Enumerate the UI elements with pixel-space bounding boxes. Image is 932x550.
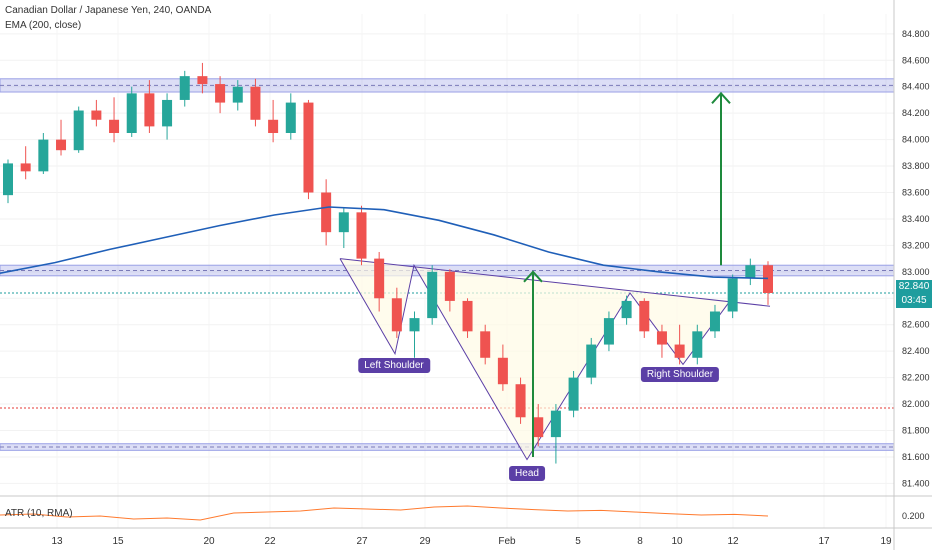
candle-body [3,163,13,196]
x-tick-label: 17 [818,536,830,547]
y-tick-label: 84.200 [902,108,930,118]
candle-body [285,102,296,133]
candle-body [162,99,173,127]
y-tick-label: 82.000 [902,399,930,409]
atr-axis-label: 0.200 [902,511,925,521]
y-tick-label: 84.000 [902,135,930,145]
y-tick-label: 81.400 [902,478,930,488]
candle-body [374,258,385,299]
y-tick-label: 82.200 [902,373,930,383]
candle-body [356,212,367,259]
y-tick-label: 84.600 [902,55,930,65]
atr-pane: 0.200 [0,505,925,521]
neckline [339,258,771,307]
candle-body [215,84,226,103]
candle-body [674,344,685,358]
head-height-arrow-head [523,270,543,283]
pattern-outline [339,258,731,461]
chart-title: Canadian Dollar / Japanese Yen, 240, OAN… [5,5,212,16]
head-and-shoulders-pattern [339,258,771,461]
candle-body [409,318,420,332]
y-tick-label: 84.400 [902,82,930,92]
candle-body [656,331,667,345]
x-tick-label: 10 [671,536,683,547]
candle-body [727,278,738,312]
candle-body [338,212,349,233]
candle-body [38,139,49,172]
candle-body [444,271,455,301]
candle-body [56,139,67,151]
y-tick-label: 81.600 [902,452,930,462]
candle-body [550,410,561,438]
target-arrow-head [711,91,731,105]
x-tick-label: 27 [356,536,368,547]
x-tick-label: Feb [498,536,516,547]
last-price-tag: 82.840 [896,280,932,294]
candle-body [709,311,720,332]
candle-body [126,93,137,133]
candle-body [603,318,614,345]
y-tick-label: 83.000 [902,267,930,277]
candle-body [745,265,756,279]
x-tick-label: 5 [575,536,581,547]
x-tick-label: 8 [637,536,643,547]
candle-body [586,344,597,378]
atr-legend: ATR (10, RMA) [5,508,73,519]
right-shoulder-label: Right Shoulder [640,367,720,382]
candle-body [232,86,243,103]
y-tick-label: 83.200 [902,240,930,250]
ema-200-line [0,206,769,280]
x-tick-label: 20 [203,536,215,547]
pattern-fill [340,258,730,460]
candle-body [515,384,526,418]
y-tick-label: 82.400 [902,346,930,356]
x-tick-label: 15 [112,536,124,547]
x-tick-label: 19 [880,536,892,547]
y-tick-label: 84.800 [902,29,930,39]
candle-body [639,300,650,332]
x-tick-label: 13 [51,536,63,547]
candle-body [763,265,773,293]
price-levels [0,292,894,409]
candle-body [692,331,703,358]
x-tick-label: 12 [727,536,739,547]
y-tick-label: 83.600 [902,188,930,198]
candle-body [144,93,155,127]
left-shoulder-label: Left Shoulder [358,358,430,373]
candle-body [621,300,632,319]
countdown-tag: 03:45 [896,294,932,308]
candle-body [533,417,544,438]
candle-body [321,192,332,233]
head-label: Head [509,466,545,481]
candle-body [568,377,579,411]
y-tick-label: 81.800 [902,426,930,436]
candle-body [250,86,261,120]
target-arrows [523,91,731,457]
candle-body [462,300,473,332]
candle-body [427,271,438,319]
candle-body [391,298,402,332]
candle-body [497,357,508,385]
candle-body [480,331,491,358]
y-tick-label: 83.400 [902,214,930,224]
atr-line [0,505,769,521]
candle-body [91,110,102,120]
candle-body [303,102,314,193]
candle-body [20,163,31,172]
y-tick-label: 82.600 [902,320,930,330]
horizontal-zones [0,78,895,451]
candle-body [268,119,279,133]
y-tick-label: 83.800 [902,161,930,171]
x-tick-label: 22 [264,536,276,547]
candle-body [109,119,120,133]
candle-body [179,76,190,100]
x-tick-label: 29 [419,536,431,547]
ema-legend: EMA (200, close) [5,20,82,31]
candlestick-series[interactable] [3,62,773,464]
candle-body [73,110,84,151]
candle-body [197,76,208,85]
